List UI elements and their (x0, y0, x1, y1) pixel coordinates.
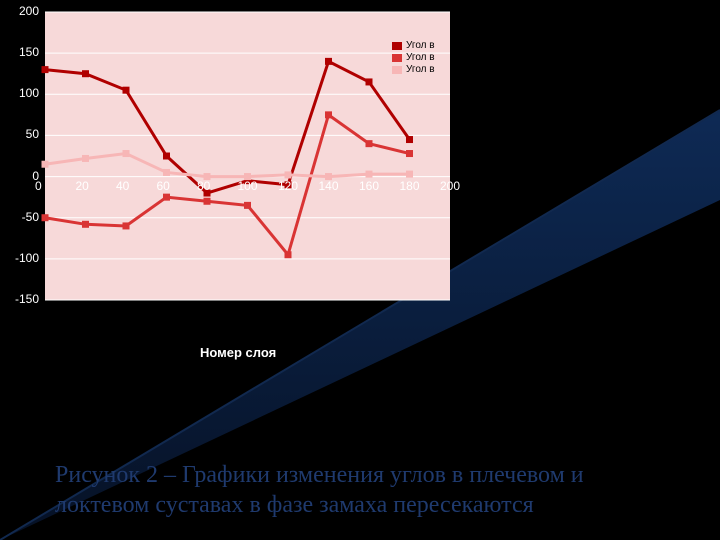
series-series-a-marker (325, 58, 332, 65)
legend-swatch (392, 42, 402, 50)
series-series-b-marker (244, 202, 251, 209)
legend-item: Угол в (392, 52, 444, 63)
series-series-b-marker (204, 198, 211, 205)
legend-label: Угол в (406, 40, 435, 51)
series-series-a-marker (123, 87, 130, 94)
series-series-b-marker (42, 214, 49, 221)
y-tick-label: 100 (1, 86, 39, 100)
series-series-a-marker (406, 136, 413, 143)
x-tick-label: 160 (359, 179, 379, 193)
x-tick-label: 40 (116, 179, 129, 193)
series-series-b-marker (163, 194, 170, 201)
series-series-c-marker (82, 155, 89, 162)
series-series-a-line (45, 61, 410, 193)
series-series-c-marker (123, 150, 130, 157)
legend-swatch (392, 54, 402, 62)
legend-label: Угол в (406, 52, 435, 63)
series-series-b-marker (366, 140, 373, 147)
series-series-b-marker (285, 251, 292, 258)
series-series-c-marker (285, 171, 292, 178)
y-tick-label: 200 (1, 4, 39, 18)
series-series-c-marker (163, 169, 170, 176)
series-series-b-marker (123, 222, 130, 229)
series-series-b-marker (82, 221, 89, 228)
y-tick-label: -100 (1, 251, 39, 265)
x-axis-title: Номер слоя (200, 345, 276, 360)
series-series-c-marker (366, 171, 373, 178)
series-series-a-marker (163, 153, 170, 160)
x-tick-label: 60 (157, 179, 170, 193)
x-tick-label: 180 (400, 179, 420, 193)
y-tick-label: 50 (1, 127, 39, 141)
series-series-c-marker (42, 161, 49, 168)
series-series-b-marker (325, 111, 332, 118)
series-series-a-marker (366, 78, 373, 85)
x-tick-label: 20 (76, 179, 89, 193)
chart: -150 -100 -50 0 50 100 150 200 0 20 40 60 80 100 120 1… (0, 0, 460, 320)
series-series-c-line (45, 154, 410, 177)
x-tick-label: 80 (197, 179, 210, 193)
y-tick-label: -150 (1, 292, 39, 306)
y-tick-label: -50 (1, 210, 39, 224)
x-tick-label: 0 (35, 179, 42, 193)
legend: Угол вУгол вУгол в (392, 40, 444, 76)
x-tick-label: 200 (440, 179, 460, 193)
figure-caption: Рисунок 2 – Графики изменения углов в пл… (55, 460, 675, 520)
legend-swatch (392, 66, 402, 74)
x-tick-label: 140 (319, 179, 339, 193)
y-tick-label: 0 (1, 169, 39, 183)
series-series-a-marker (42, 66, 49, 73)
y-tick-label: 150 (1, 45, 39, 59)
x-tick-label: 100 (238, 179, 258, 193)
legend-label: Угол в (406, 64, 435, 75)
x-tick-label: 120 (278, 179, 298, 193)
legend-item: Угол в (392, 64, 444, 75)
legend-item: Угол в (392, 40, 444, 51)
series-series-b-marker (406, 150, 413, 157)
plot-svg (0, 0, 460, 320)
series-series-a-marker (82, 70, 89, 77)
slide: -150 -100 -50 0 50 100 150 200 0 20 40 60 80 100 120 1… (0, 0, 720, 540)
series-series-c-marker (406, 171, 413, 178)
